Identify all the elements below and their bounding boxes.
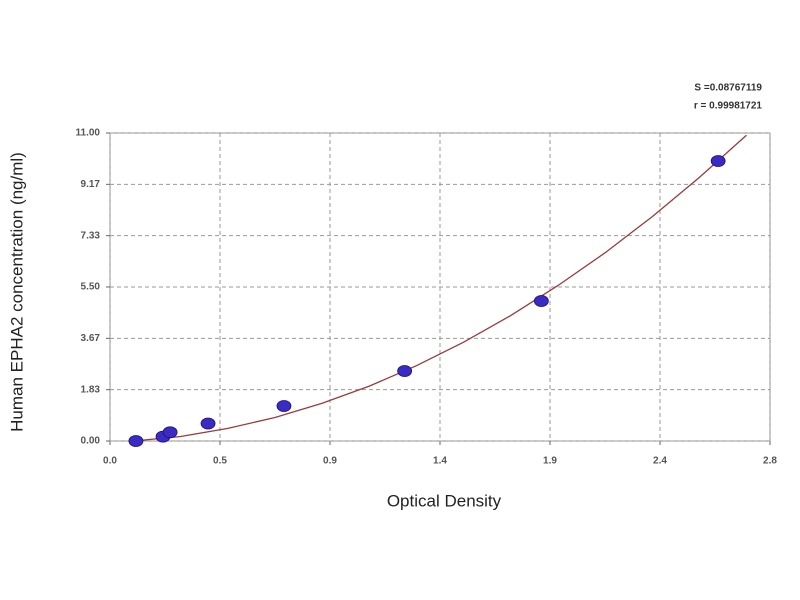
y-tick-label: 9.17: [81, 179, 101, 190]
y-tick-label: 5.50: [81, 282, 101, 293]
x-tick-label: 0.0: [103, 456, 117, 467]
y-tick-label: 11.00: [76, 128, 101, 139]
y-axis-label: Human EPHA2 concentration (ng/ml): [7, 152, 26, 432]
x-tick-label: 1.9: [543, 456, 557, 467]
annotation: S =0.08767119: [694, 83, 762, 94]
annotation: r = 0.99981721: [694, 101, 763, 112]
data-point: [200, 417, 216, 430]
data-point: [710, 155, 726, 167]
data-point: [162, 426, 178, 439]
x-tick-label: 0.9: [323, 456, 337, 467]
x-tick-label: 2.8: [763, 456, 777, 467]
y-tick-label: 3.67: [81, 333, 101, 344]
data-point: [397, 365, 413, 377]
x-tick-label: 1.4: [433, 456, 447, 467]
x-tick-label: 0.5: [213, 456, 227, 467]
y-tick-label: 1.83: [81, 384, 101, 395]
data-point: [128, 435, 144, 447]
fit-curve: [133, 134, 747, 441]
x-axis-label: Optical Density: [387, 491, 502, 510]
x-tick-label: 2.4: [653, 456, 667, 467]
y-tick-label: 0.00: [81, 436, 101, 447]
y-tick-label: 7.33: [81, 230, 101, 241]
data-point: [533, 295, 549, 307]
data-point: [276, 400, 292, 412]
